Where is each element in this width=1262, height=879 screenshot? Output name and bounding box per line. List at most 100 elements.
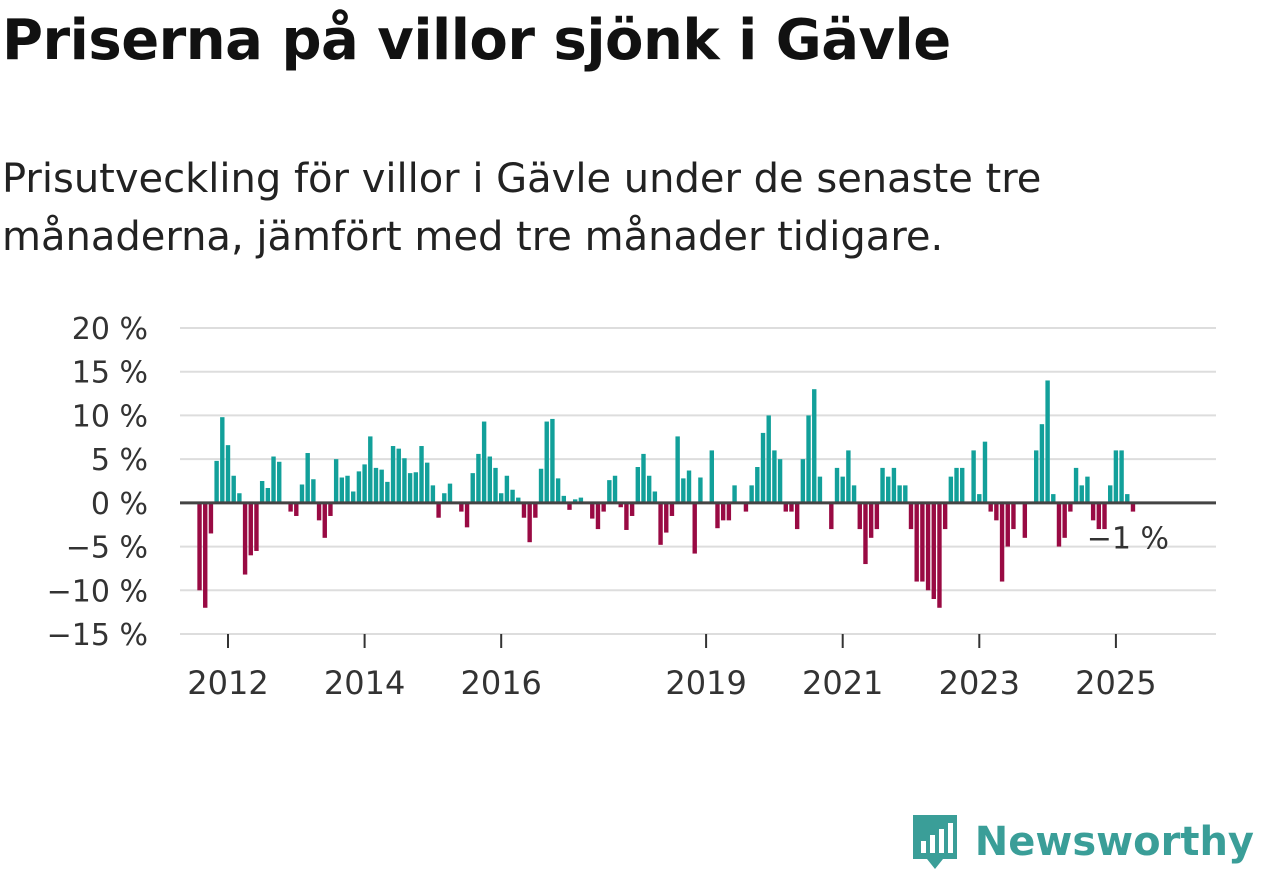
bar xyxy=(1096,502,1102,530)
bar xyxy=(459,502,464,512)
bar xyxy=(664,502,669,533)
bar xyxy=(447,483,453,503)
bar xyxy=(783,502,788,512)
bar xyxy=(368,436,373,503)
bar xyxy=(1051,494,1056,503)
bar xyxy=(618,502,623,508)
bar xyxy=(516,497,521,503)
bar xyxy=(874,502,880,530)
bar xyxy=(715,502,720,529)
bar xyxy=(908,502,914,530)
last-value-label: −1 % xyxy=(1087,522,1169,557)
bar xyxy=(345,475,350,503)
bar xyxy=(413,472,419,503)
bar xyxy=(277,461,282,503)
bar xyxy=(829,502,834,530)
bar xyxy=(1102,502,1107,530)
bar xyxy=(607,480,612,503)
bar xyxy=(470,473,475,503)
bar xyxy=(960,467,965,503)
bar xyxy=(231,475,236,503)
bar xyxy=(299,484,305,503)
bar xyxy=(897,485,902,503)
bar xyxy=(214,460,219,503)
bar-series xyxy=(197,380,1136,608)
bar xyxy=(208,502,214,534)
x-tick-label: 2021 xyxy=(802,664,883,702)
bar xyxy=(914,502,919,582)
bar-chart: 20 %15 %10 %5 %0 %−5 %−10 %−15 % 2012 201… xyxy=(47,312,1216,702)
bar xyxy=(225,445,231,503)
bar xyxy=(846,450,851,503)
bar xyxy=(1022,502,1028,538)
bar xyxy=(772,450,777,503)
y-axis: 20 % 15 % 10 % 5 % 0 % −5 % −10 % −15 % xyxy=(47,312,1216,653)
bar xyxy=(242,502,248,575)
bar xyxy=(646,475,652,503)
bar xyxy=(925,502,931,591)
bar xyxy=(942,502,948,530)
bar xyxy=(248,502,253,556)
bar xyxy=(931,502,936,600)
bar xyxy=(1085,476,1090,503)
bar xyxy=(481,421,487,503)
bar xyxy=(561,495,567,503)
bar xyxy=(356,471,362,503)
bar xyxy=(920,502,925,582)
bar xyxy=(1068,502,1073,512)
bar xyxy=(590,502,595,519)
brand-name: Newsworthy xyxy=(974,819,1254,865)
bar xyxy=(436,502,441,518)
bar xyxy=(817,476,823,503)
bar xyxy=(800,459,806,503)
x-axis: 2012 2014 2016 2019 2021 2023 2025 xyxy=(187,634,1157,702)
bar xyxy=(749,485,754,503)
brand-logo: Newsworthy xyxy=(911,813,1254,871)
bar xyxy=(271,456,276,503)
bar xyxy=(385,481,390,503)
bar xyxy=(578,497,584,503)
bar xyxy=(419,446,424,503)
bar xyxy=(834,467,840,503)
bar xyxy=(362,464,367,503)
bar xyxy=(794,502,800,530)
bar xyxy=(1056,502,1062,547)
x-tick-label: 2012 xyxy=(187,664,268,702)
page-title: Priserna på villor sjönk i Gävle xyxy=(2,8,951,73)
bar xyxy=(652,491,658,503)
bar xyxy=(555,478,561,503)
bar xyxy=(692,502,697,554)
bar xyxy=(903,485,908,503)
bar xyxy=(328,502,333,516)
bar xyxy=(1045,380,1050,503)
bar xyxy=(464,502,470,528)
bar xyxy=(220,417,225,503)
bar xyxy=(294,502,299,516)
bar xyxy=(806,415,811,503)
bar xyxy=(624,502,629,530)
bar xyxy=(402,458,407,503)
bar xyxy=(641,453,646,503)
bar xyxy=(698,477,703,503)
bar xyxy=(1090,502,1096,521)
bar xyxy=(430,485,436,503)
y-tick-label: 10 % xyxy=(72,399,148,434)
bar xyxy=(203,502,208,608)
bar xyxy=(265,487,271,503)
bar xyxy=(886,476,891,503)
bar xyxy=(316,502,322,521)
y-tick-label: 5 % xyxy=(91,443,148,478)
bar xyxy=(499,493,504,503)
bar xyxy=(732,485,737,503)
bar xyxy=(1011,502,1016,530)
bar xyxy=(1034,450,1039,503)
bar xyxy=(669,502,675,516)
bar xyxy=(686,470,692,503)
bar xyxy=(476,453,481,503)
bar xyxy=(1119,450,1124,503)
bar xyxy=(857,502,862,530)
bar xyxy=(550,418,555,503)
x-tick-label: 2025 xyxy=(1075,664,1156,702)
bar xyxy=(840,476,845,503)
bar xyxy=(510,489,515,503)
